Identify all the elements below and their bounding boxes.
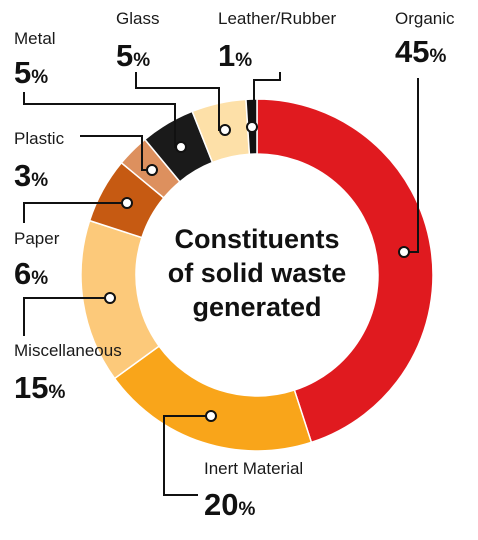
label-paper: Paper bbox=[14, 229, 60, 248]
slice-organic bbox=[256, 98, 434, 444]
value-plastic: 3% bbox=[14, 158, 48, 193]
leader-dot-miscellaneous bbox=[104, 292, 116, 304]
value-paper: 6% bbox=[14, 256, 48, 291]
value-leather-rubber: 1% bbox=[218, 38, 252, 73]
leader-line-miscellaneous bbox=[23, 297, 110, 336]
leader-dot-organic bbox=[398, 246, 410, 258]
label-metal: Metal bbox=[14, 29, 56, 48]
leader-line-paper bbox=[23, 202, 127, 223]
value-metal: 5% bbox=[14, 55, 48, 90]
chart-center-title: Constituents of solid waste generated bbox=[168, 224, 347, 322]
center-title-line-2: of solid waste bbox=[168, 258, 347, 288]
leader-dot-plastic bbox=[146, 164, 158, 176]
leader-lines bbox=[23, 72, 419, 496]
leader-line-inert-material bbox=[163, 415, 211, 496]
leader-dot-glass bbox=[219, 124, 231, 136]
donut-slices bbox=[80, 98, 434, 452]
label-plastic: Plastic bbox=[14, 129, 65, 148]
value-inert-material: 20% bbox=[204, 487, 255, 522]
value-organic: 45% bbox=[395, 34, 446, 69]
label-organic: Organic bbox=[395, 9, 455, 28]
label-leather-rubber: Leather/Rubber bbox=[218, 9, 336, 28]
label-miscellaneous: Miscellaneous bbox=[14, 341, 122, 360]
label-glass: Glass bbox=[116, 9, 159, 28]
center-title-line-1: Constituents bbox=[175, 224, 340, 254]
leader-dot-leather-rubber bbox=[246, 121, 258, 133]
value-glass: 5% bbox=[116, 38, 150, 73]
label-inert-material: Inert Material bbox=[204, 459, 303, 478]
value-miscellaneous: 15% bbox=[14, 370, 65, 405]
leader-dot-inert-material bbox=[205, 410, 217, 422]
leader-line-plastic bbox=[80, 135, 152, 171]
leader-dot-paper bbox=[121, 197, 133, 209]
leader-dot-metal bbox=[175, 141, 187, 153]
slice-inert-material bbox=[113, 345, 313, 452]
center-title-line-3: generated bbox=[192, 292, 321, 322]
